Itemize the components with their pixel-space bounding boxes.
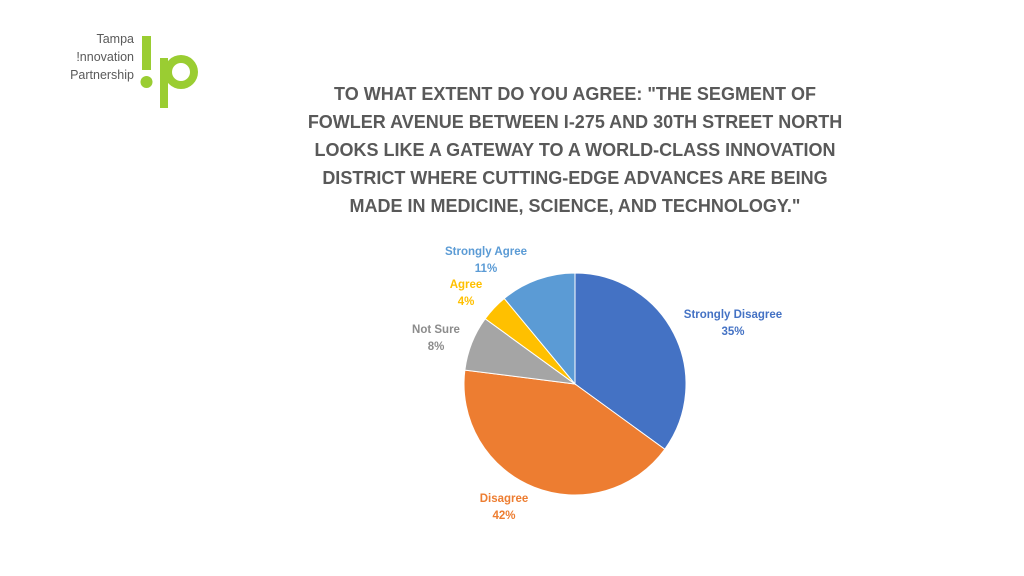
slice-label: Disagree [480, 493, 529, 505]
slice-label: Not Sure [412, 324, 460, 336]
pie-slice-disagree [463, 369, 666, 496]
tampa-innovation-partnership-logo: Tampa !nnovation Partnership [56, 30, 206, 110]
logo-line-1: Tampa [96, 32, 134, 46]
slice-value-label: 42% [492, 510, 515, 522]
slice-label: Strongly Disagree [684, 309, 782, 321]
logo-line-2: !nnovation [76, 50, 134, 64]
logo-ip-mark [140, 36, 198, 108]
slice-label: Agree [450, 279, 483, 291]
logo-line-3: Partnership [70, 68, 134, 82]
chart-title: TO WHAT EXTENT DO YOU AGREE: "THE SEGMEN… [307, 84, 843, 216]
pie-slice-strongly-disagree [574, 272, 687, 450]
pie-slice-strongly-agree [503, 272, 576, 386]
slice-value-label: 8% [428, 341, 445, 353]
slice-value-label: 11% [475, 263, 497, 275]
slice-value-label: 35% [721, 326, 744, 338]
slice-label: Strongly Agree [445, 246, 527, 258]
slice-value-label: 4% [458, 296, 475, 308]
